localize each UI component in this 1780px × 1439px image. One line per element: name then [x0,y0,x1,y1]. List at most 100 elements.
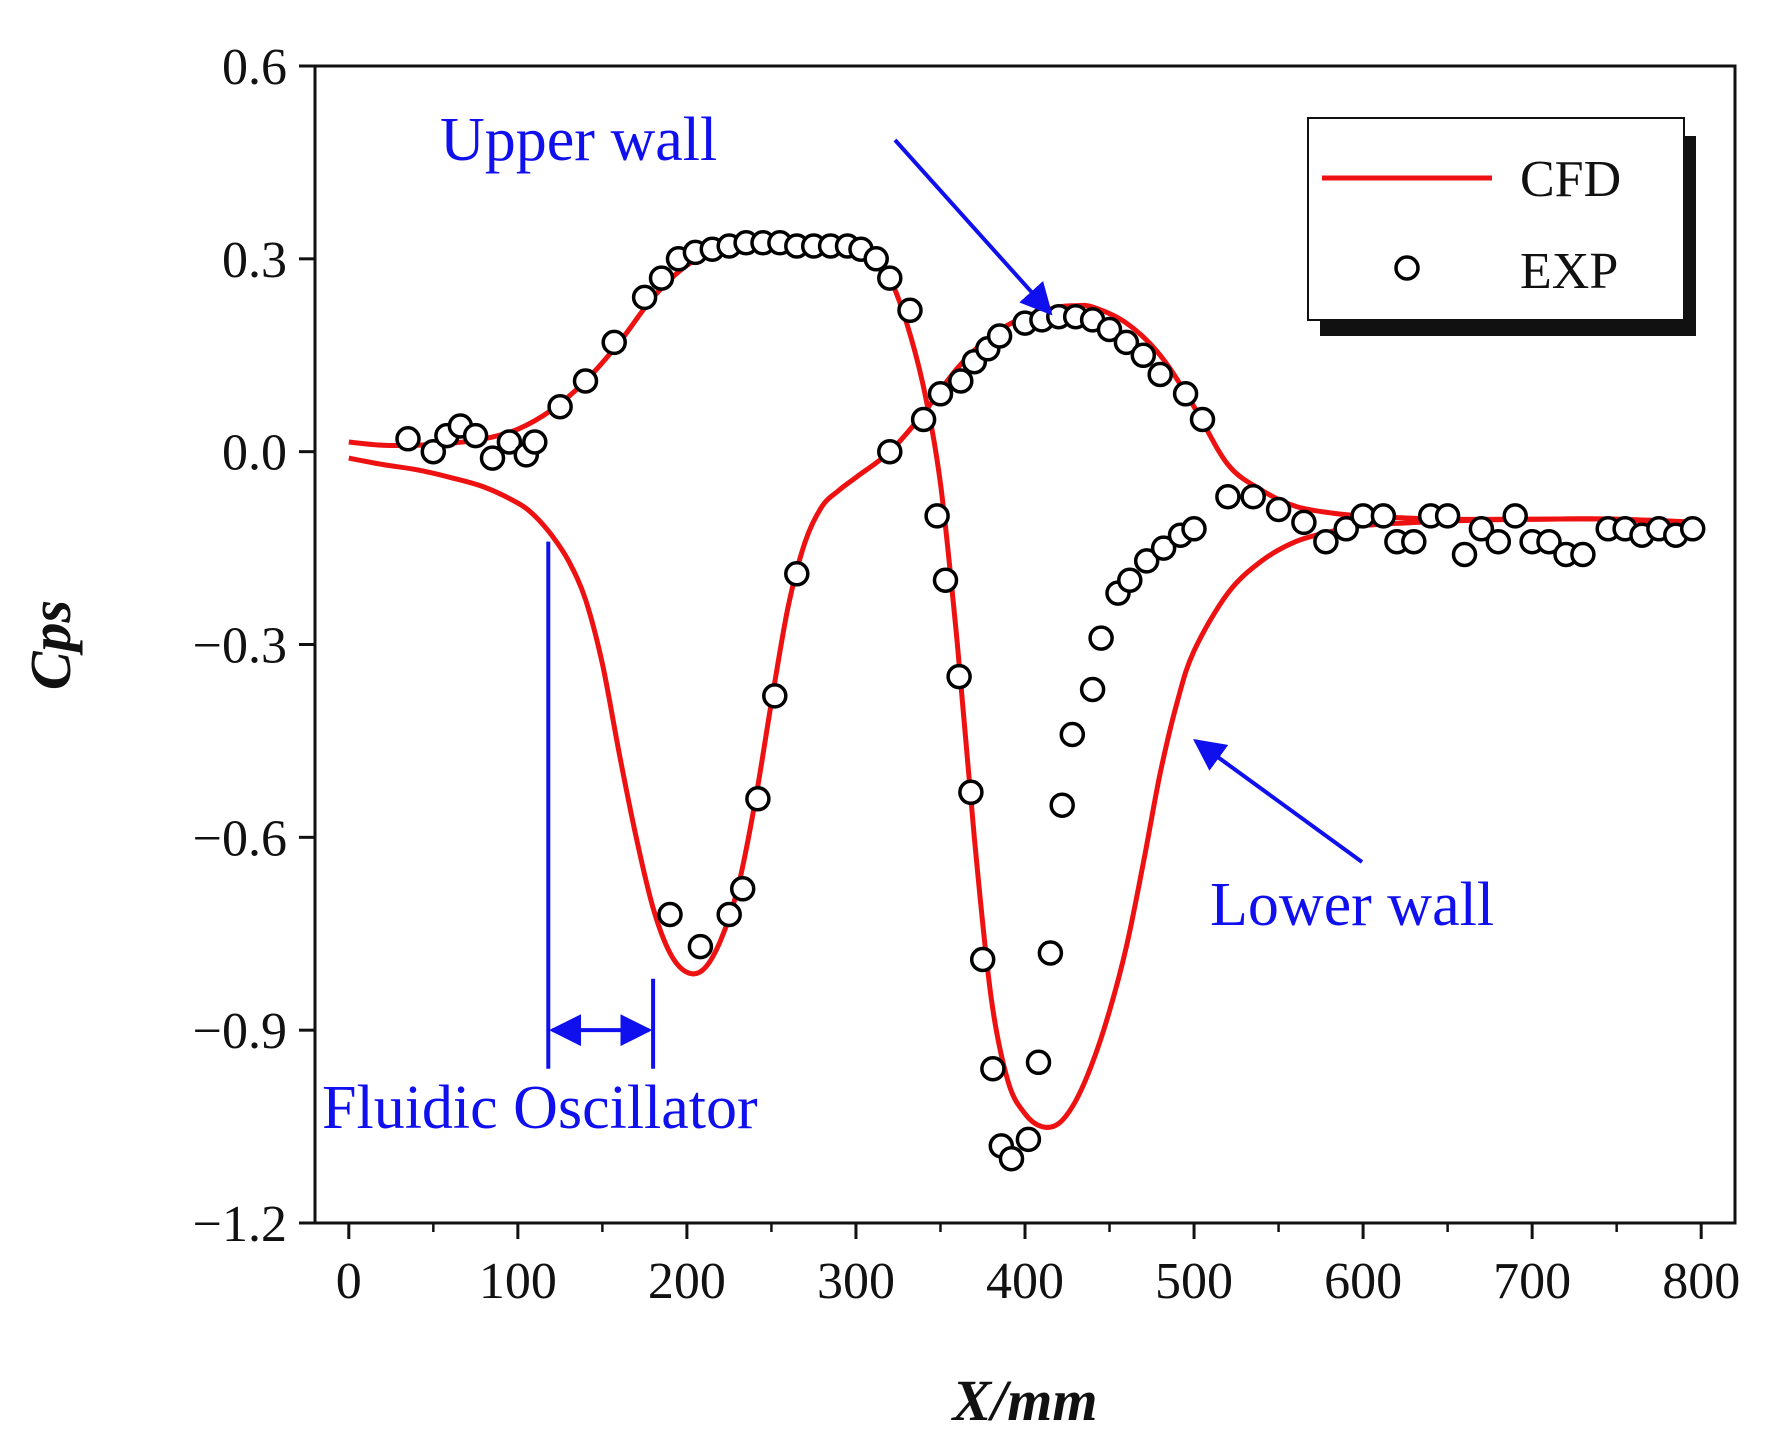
x-tick-label: 400 [986,1253,1064,1310]
exp-point [1468,516,1495,542]
exp-point [1333,516,1359,542]
exp-point [1037,940,1064,966]
x-tick-label: 600 [1324,1253,1402,1310]
y-tick-label: −0.9 [193,1003,287,1060]
exp-point [572,368,599,394]
exp-point [969,946,996,973]
annotation-fluidic-oscillator-label: Fluidic Oscillator [322,1074,758,1142]
exp-point [1133,548,1160,574]
exp-point [1181,516,1207,542]
exp-point [420,438,447,465]
exp-point [1240,483,1266,510]
exp-point [1113,329,1140,356]
annotation-upper-wall-label: Upper wall [440,106,717,174]
x-tick-label: 500 [1155,1253,1233,1310]
annotation-upper-wall: Upper wall [440,106,1053,316]
y-tick-label: −0.6 [193,810,287,867]
y-tick-label: 0.6 [222,39,287,96]
exp-point [395,426,421,452]
exp-point [958,779,984,806]
x-tick-label: 200 [648,1253,726,1310]
exp-point [1015,1126,1042,1153]
x-tick-label: 700 [1493,1253,1571,1310]
exp-point [1485,528,1512,555]
annotation-upper-wall-arrow [893,138,1053,316]
legend-cfd-label: CFD [1520,151,1621,208]
y-tick-label: 0.0 [222,425,287,482]
exp-point [1291,509,1317,536]
y-tick-label: 0.3 [222,232,287,289]
exp-point [1150,535,1177,561]
series-layer [348,230,1706,1172]
exp-point [877,265,903,291]
exp-point [1451,541,1478,568]
x-tick-label: 100 [479,1253,557,1310]
exp-point [998,1145,1025,1172]
legend-box [1307,117,1685,321]
exp-point [1570,541,1596,568]
legend-exp-swatch [1394,255,1420,281]
exp-point [877,438,903,465]
exp-point [948,368,974,394]
exp-point [1096,316,1123,343]
y-tick-label: −1.2 [193,1196,287,1253]
cfd-line-0 [348,238,1702,1130]
exp-point [1313,528,1339,555]
exp-point [1401,528,1427,555]
y-axis-ticks: −1.2 −0.9 −0.6 −0.3 0.0 0.3 0.6 [193,39,315,1253]
exp-point [980,1055,1006,1082]
exp-point [547,393,573,420]
exp-point [648,265,675,291]
exp-point [924,503,950,529]
x-axis-title: X/mm [950,1368,1097,1433]
exp-point [1679,516,1706,542]
exp-point [927,381,954,407]
exp-point [1079,676,1106,703]
exp-point [1434,503,1461,529]
exp-point [496,429,523,455]
annotation-fluidic-oscillator: Fluidic Oscillator [322,541,758,1142]
exp-point [1215,483,1241,510]
exp-point [1370,503,1397,529]
exp-point [1025,1049,1052,1076]
exp-point [1172,381,1199,407]
exp-point [1147,361,1173,388]
exp-point [986,323,1013,349]
legend-exp-label: EXP [1520,243,1618,300]
exp-point [863,246,889,272]
exp-point [897,297,923,324]
x-tick-label: 300 [817,1253,895,1310]
annotation-lower-wall-label: Lower wall [1210,871,1494,939]
exp-point [657,901,683,928]
exp-point [1130,342,1157,369]
exp-point [1502,503,1528,529]
exp-point [1117,567,1143,593]
exp-point [1088,625,1114,651]
exp-point [1189,406,1216,433]
exp-point [762,683,788,709]
exp-point [631,284,658,311]
y-tick-label: −0.3 [193,618,287,675]
exp-point [1049,792,1075,818]
exp-point [1059,721,1086,748]
exp-point [729,876,756,902]
exp-point [946,663,972,690]
x-tick-label: 800 [1662,1253,1740,1310]
x-tick-label: 0 [336,1253,362,1310]
exp-point [687,933,714,960]
annotation-lower-wall: Lower wall [1193,739,1494,939]
exp-point [479,445,506,471]
exp-point [784,561,810,587]
annotation-lower-wall-arrow [1193,739,1364,864]
legend: CFD EXP [1307,117,1696,336]
exp-point [522,429,548,455]
exp-point [1265,496,1292,523]
exp-point [932,567,959,593]
y-axis-title: Cps [18,600,83,690]
exp-point [910,406,937,433]
exp-point [462,422,489,449]
x-axis-ticks: 0 100 200 300 400 500 600 700 800 [336,1223,1740,1310]
exp-point [745,786,771,812]
exp-point [1536,528,1562,555]
